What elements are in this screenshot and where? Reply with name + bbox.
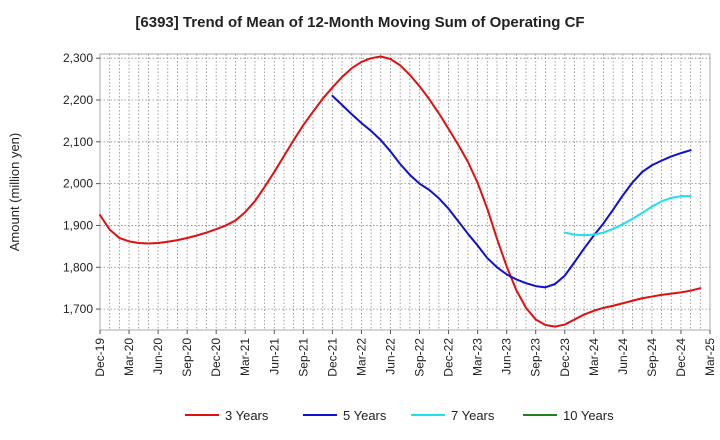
series-line-5-years <box>331 94 692 289</box>
x-tick-label: Dec-19 <box>93 338 107 377</box>
x-tick-label: Mar-23 <box>471 338 485 376</box>
y-tick-label: 2,100 <box>63 135 93 149</box>
x-tick-label: Mar-20 <box>122 338 136 376</box>
legend-label: 5 Years <box>343 408 387 423</box>
x-tick-label: Dec-20 <box>209 338 223 377</box>
y-axis-title: Amount (million yen) <box>7 133 22 252</box>
legend-label: 10 Years <box>563 408 614 423</box>
y-axis: 1,700 1,800 1,900 2,000 2,100 2,200 2,300 <box>63 51 100 316</box>
y-tick-label: 2,200 <box>63 93 93 107</box>
x-axis: Dec-19 Mar-20 Jun-20 Sep-20 Dec-20 Mar-21 Jun-… <box>93 330 717 377</box>
chart-title: [6393] Trend of Mean of 12-Month Moving … <box>135 14 585 31</box>
x-tick-label: Jun-23 <box>500 338 514 375</box>
y-tick-label: 1,900 <box>63 218 93 232</box>
x-tick-label: Dec-21 <box>325 338 339 377</box>
x-tick-label: Mar-21 <box>238 338 252 376</box>
x-tick-label: Dec-23 <box>558 338 572 377</box>
x-tick-label: Dec-24 <box>674 338 688 377</box>
x-tick-label: Sep-20 <box>180 338 194 377</box>
series-layer <box>99 55 702 328</box>
legend: 3 Years 5 Years 7 Years 10 Years <box>185 408 614 423</box>
y-tick-label: 1,800 <box>63 260 93 274</box>
x-tick-label: Sep-21 <box>296 338 310 377</box>
x-tick-label: Mar-24 <box>587 338 601 376</box>
x-tick-label: Jun-22 <box>383 338 397 375</box>
x-tick-label: Jun-21 <box>267 338 281 375</box>
grid-layer <box>100 54 710 330</box>
series-line-3-years <box>99 55 702 328</box>
x-tick-label: Jun-20 <box>151 338 165 375</box>
y-tick-label: 2,300 <box>63 51 93 65</box>
x-tick-label: Jun-24 <box>616 338 630 375</box>
x-tick-label: Sep-22 <box>413 338 427 377</box>
series-line-7-years <box>563 195 692 237</box>
x-tick-label: Sep-24 <box>645 338 659 377</box>
x-tick-label: Sep-23 <box>529 338 543 377</box>
y-tick-label: 2,000 <box>63 177 93 191</box>
legend-label: 3 Years <box>225 408 269 423</box>
plot-area <box>99 53 711 331</box>
x-tick-label: Dec-22 <box>442 338 456 377</box>
x-tick-label: Mar-25 <box>703 338 717 376</box>
x-tick-label: Mar-22 <box>354 338 368 376</box>
legend-label: 7 Years <box>451 408 495 423</box>
y-tick-label: 1,700 <box>63 302 93 316</box>
